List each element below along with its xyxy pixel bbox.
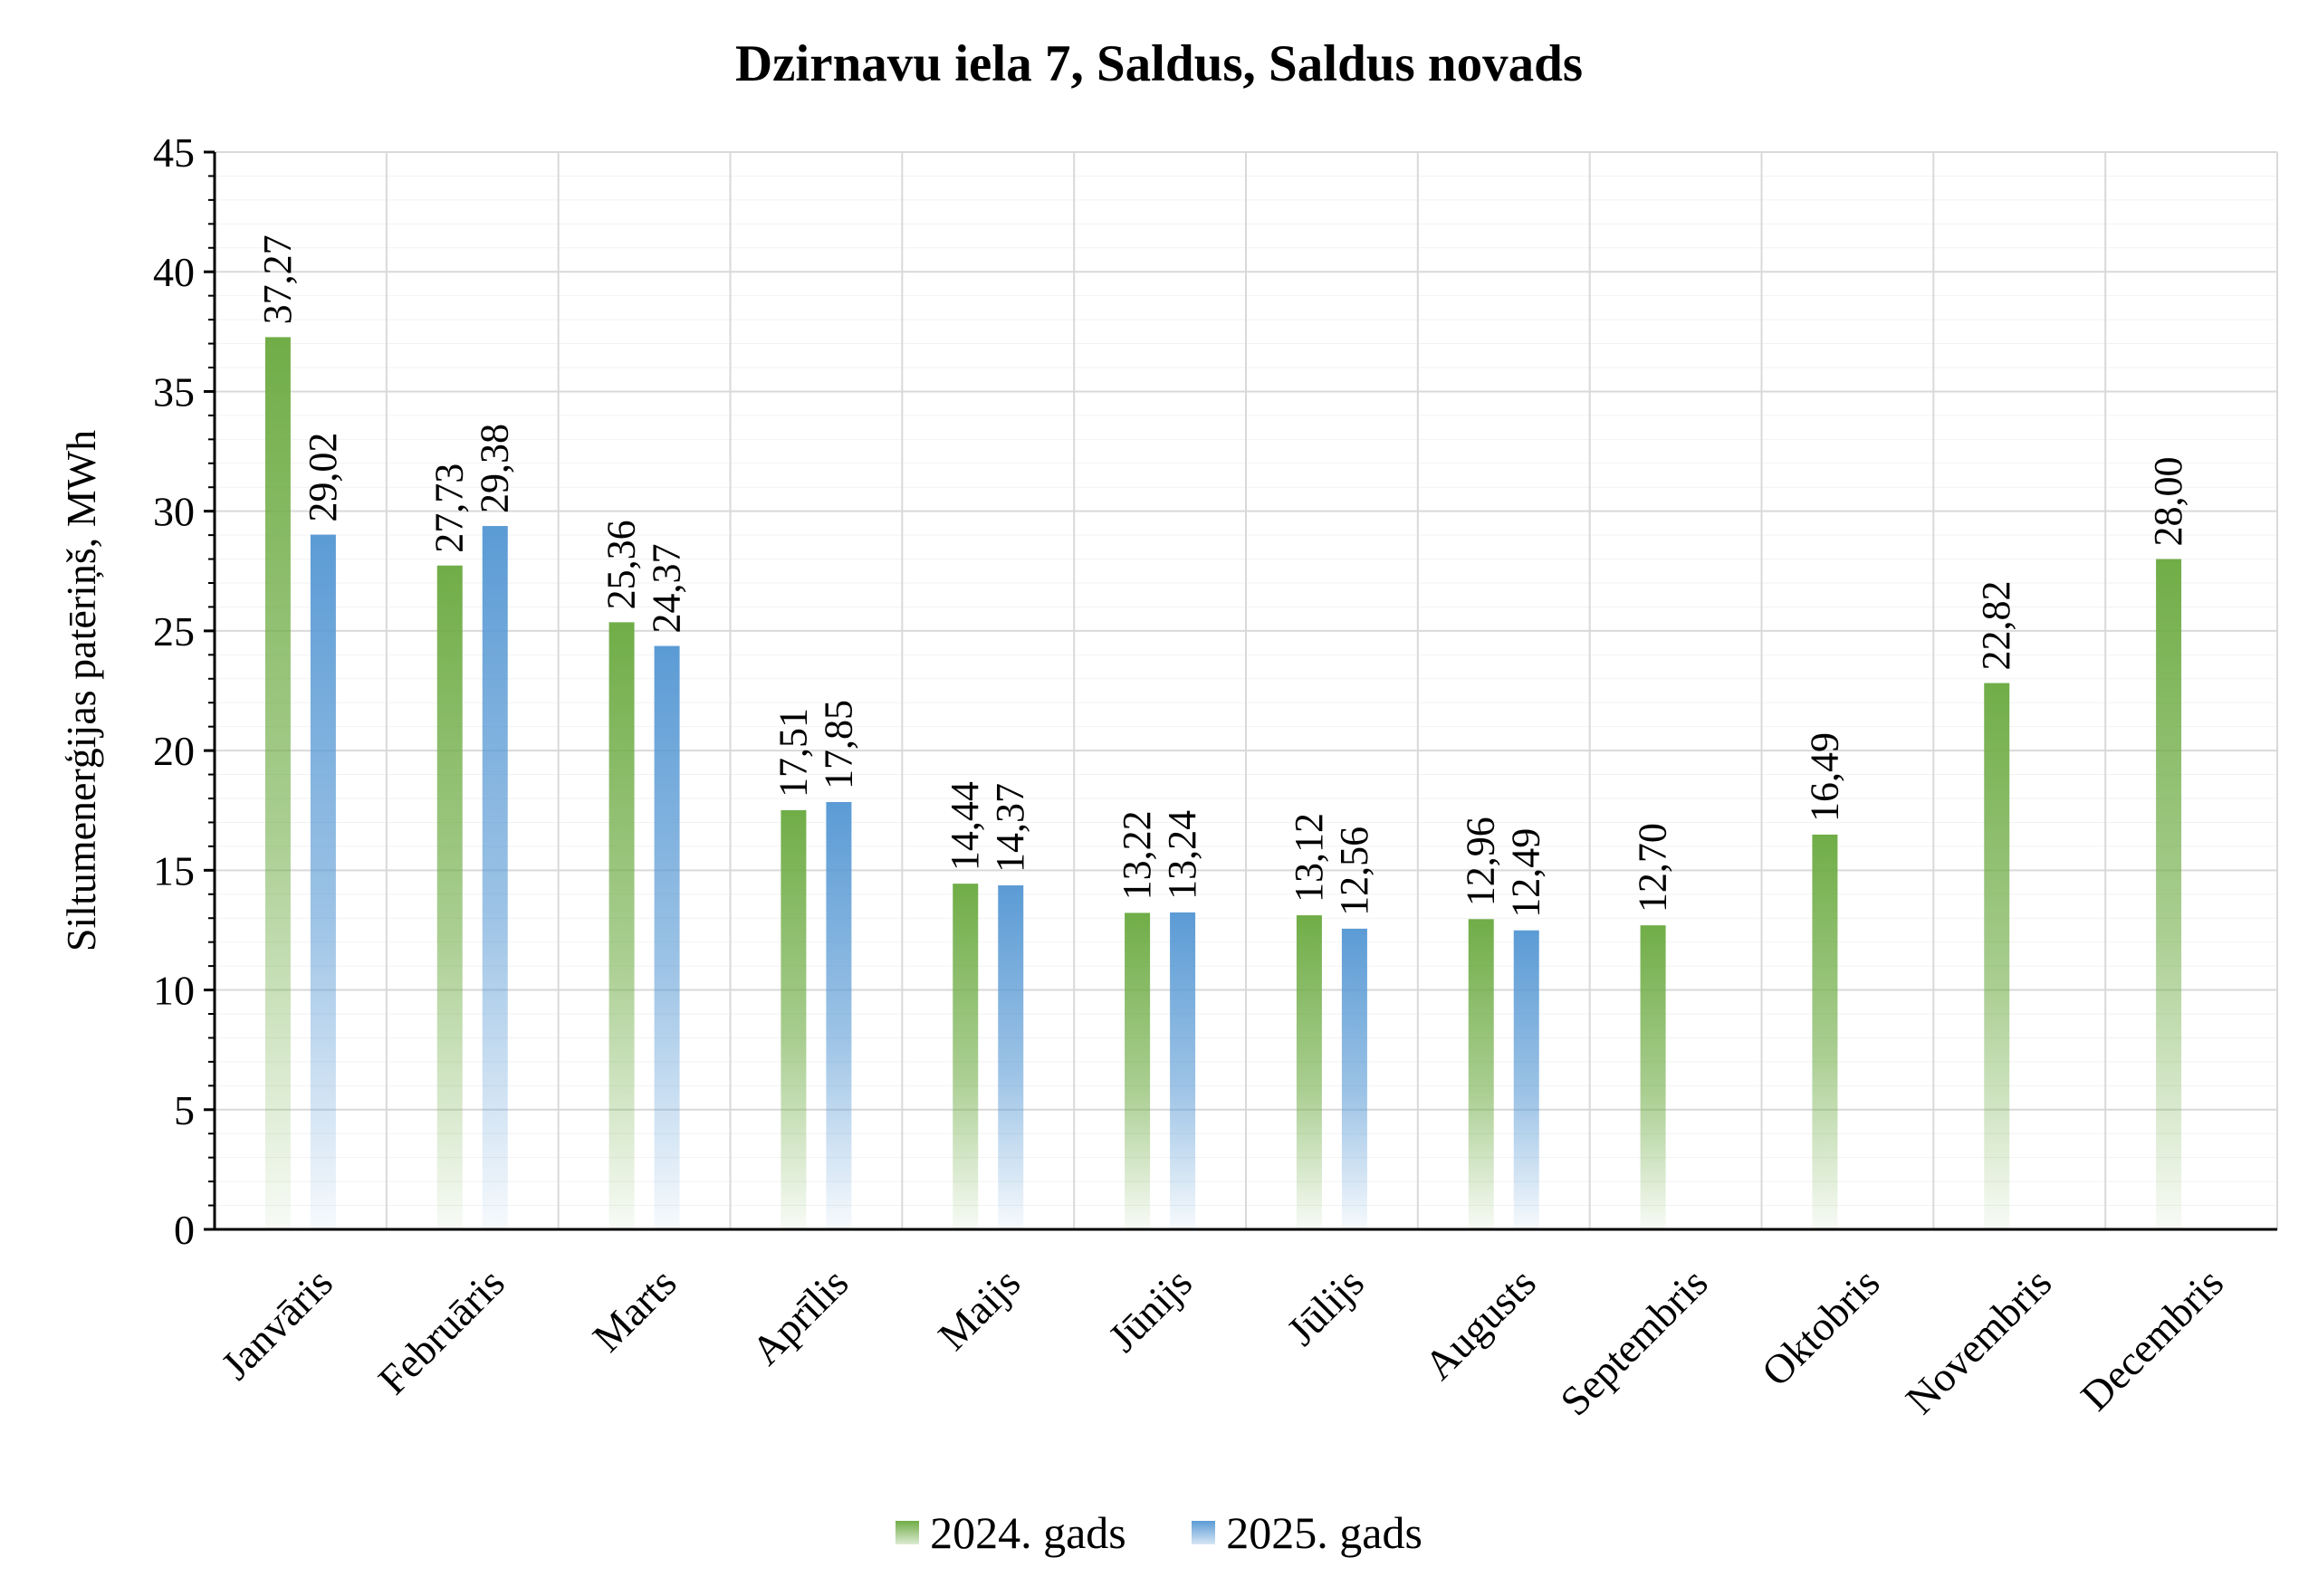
data-label-2024-9: 16,49 bbox=[1802, 732, 1846, 822]
y-tick-label: 15 bbox=[153, 847, 195, 894]
bar-2024-10 bbox=[1984, 683, 2010, 1229]
legend: 2024. gads 2025. gads bbox=[0, 1503, 2318, 1559]
y-axis-title: Siltumenerģijas patēriņš, MWh bbox=[58, 430, 104, 951]
y-tick-label: 0 bbox=[174, 1207, 195, 1253]
bar-2024-4 bbox=[953, 884, 979, 1229]
data-label-2024-1: 27,73 bbox=[427, 464, 472, 553]
legend-swatch-2025 bbox=[1192, 1521, 1216, 1544]
y-tick-label: 45 bbox=[153, 129, 195, 176]
bar-2024-7 bbox=[1468, 919, 1494, 1229]
x-tick-label-3: Aprīlis bbox=[742, 1259, 857, 1373]
data-label-2024-2: 25,36 bbox=[599, 520, 644, 609]
bar-2024-5 bbox=[1125, 913, 1151, 1229]
bar-2024-2 bbox=[608, 622, 635, 1229]
bar-2025-1 bbox=[482, 526, 508, 1229]
x-tick-label-9: Oktobris bbox=[1753, 1259, 1889, 1395]
grid-layer bbox=[215, 151, 2278, 1229]
bar-2025-3 bbox=[826, 801, 852, 1229]
legend-swatch-2024 bbox=[896, 1521, 920, 1544]
bar-2025-7 bbox=[1513, 930, 1539, 1229]
x-tick-label-7: Augusts bbox=[1415, 1259, 1545, 1389]
bar-2024-3 bbox=[781, 809, 807, 1229]
bar-2025-6 bbox=[1341, 928, 1367, 1229]
legend-item-2025: 2025. gads bbox=[1192, 1506, 1422, 1559]
bar-2024-6 bbox=[1296, 915, 1322, 1229]
bar-2025-4 bbox=[998, 884, 1024, 1229]
data-label-2025-3: 17,85 bbox=[816, 700, 860, 789]
data-label-2025-0: 29,02 bbox=[301, 433, 345, 522]
y-tick-label: 20 bbox=[153, 728, 195, 774]
data-label-2024-3: 17,51 bbox=[771, 708, 815, 798]
bar-2024-1 bbox=[436, 565, 463, 1229]
x-tick-label-11: Decembris bbox=[2072, 1259, 2232, 1419]
legend-item-2024: 2024. gads bbox=[896, 1506, 1126, 1559]
data-label-2024-11: 28,00 bbox=[2146, 457, 2190, 547]
y-tick-label: 30 bbox=[153, 489, 195, 535]
bar-2025-0 bbox=[310, 534, 336, 1229]
chart-title: Dzirnavu iela 7, Saldus, Saldus novads bbox=[734, 35, 1584, 92]
data-label-2025-4: 14,37 bbox=[988, 783, 1032, 873]
x-tick-label-8: Septembris bbox=[1551, 1259, 1716, 1424]
y-tick-label: 35 bbox=[153, 368, 195, 415]
data-label-2024-4: 14,44 bbox=[943, 781, 987, 871]
axis-layer: 0 5 10 15 20 25 30 35 40 45 Janvāris Februāris Marts… bbox=[58, 129, 2277, 1424]
data-label-2025-5: 13,24 bbox=[1160, 810, 1204, 900]
bar-2024-9 bbox=[1812, 834, 1838, 1229]
data-label-2024-10: 22,82 bbox=[1974, 581, 2018, 671]
y-tick-label: 5 bbox=[174, 1087, 195, 1133]
data-label-2025-2: 24,37 bbox=[645, 544, 689, 634]
data-label-2025-6: 12,56 bbox=[1332, 827, 1376, 916]
bar-2024-11 bbox=[2156, 559, 2182, 1229]
data-label-2025-7: 12,49 bbox=[1504, 828, 1548, 918]
data-label-2025-1: 29,38 bbox=[473, 424, 517, 513]
x-tick-label-4: Maijs bbox=[929, 1259, 1029, 1359]
bar-2024-8 bbox=[1640, 925, 1666, 1229]
data-label-2024-6: 13,12 bbox=[1287, 813, 1331, 903]
x-tick-label-10: Novembris bbox=[1897, 1259, 2061, 1423]
bar-2025-5 bbox=[1170, 912, 1196, 1229]
legend-label-2025: 2025. gads bbox=[1226, 1507, 1422, 1558]
y-tick-label: 10 bbox=[153, 968, 195, 1014]
data-labels-layer: 37,27 27,73 25,36 17,51 14,44 13,22 13,12 12,96… bbox=[255, 234, 2190, 917]
bars-layer bbox=[264, 337, 2182, 1230]
y-tick-label: 25 bbox=[153, 608, 195, 655]
data-label-2024-7: 12,96 bbox=[1459, 817, 1503, 906]
y-tick-label: 40 bbox=[153, 249, 195, 295]
legend-label-2024: 2024. gads bbox=[930, 1507, 1126, 1558]
x-tick-label-5: Jūnijs bbox=[1099, 1259, 1201, 1361]
x-tick-label-6: Jūlijs bbox=[1278, 1259, 1373, 1354]
bar-2024-0 bbox=[264, 337, 291, 1230]
data-label-2024-8: 12,70 bbox=[1631, 823, 1675, 913]
x-tick-label-0: Janvāris bbox=[212, 1259, 341, 1389]
bar-2025-2 bbox=[654, 645, 680, 1229]
data-label-2024-5: 13,22 bbox=[1115, 810, 1159, 900]
data-label-2024-0: 37,27 bbox=[255, 234, 300, 324]
x-tick-label-1: Februāris bbox=[369, 1259, 513, 1403]
x-tick-label-2: Marts bbox=[584, 1259, 685, 1361]
